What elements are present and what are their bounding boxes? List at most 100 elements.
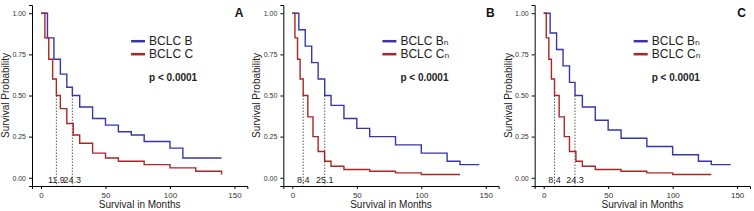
legend-swatch [382,40,396,43]
x-axis-title: Survival in Months [601,199,683,210]
x-tick-label: 0 [291,191,296,200]
y-tick: 1.00 [264,10,284,17]
curves [41,13,222,186]
y-tick: 0.75 [12,51,32,58]
y-tick: 0.25 [264,133,284,140]
x-tick: 150 [480,186,494,200]
panel-label: C [737,6,746,20]
y-tick: 0.50 [515,92,535,99]
x-tick-label: 0 [39,191,44,200]
x-axis-title: Survival in Months [350,199,432,210]
y-tick-mark [29,137,32,138]
legend-label: BCLC C [149,47,193,61]
y-tick: 1.00 [12,10,32,17]
median-line [554,96,555,187]
survival-curve [292,13,460,174]
y-axis-line [280,6,284,187]
panel: 0501001500.000.250.500.751.0024.311.9BCL… [0,6,248,211]
y-tick-mark [280,96,283,97]
survival-curve [41,13,222,174]
x-tick-mark [170,186,171,189]
y-tick-mark [532,137,535,138]
x-tick: 50 [102,186,111,200]
x-tick-mark [41,186,42,189]
p-value: p < 0.0001 [149,72,198,83]
median-line [575,96,576,187]
y-tick: 0.00 [515,175,535,182]
y-tick-mark [29,54,32,55]
legend-swatch [382,53,396,56]
y-tick: 0.50 [264,92,284,99]
x-tick-label: 150 [480,191,494,200]
panel-label: B [486,6,495,20]
x-tick: 150 [228,186,242,200]
plot-area: 0501001500.000.250.500.751.0024.311.9BCL… [12,6,247,200]
x-tick: 0 [542,186,547,200]
curves [292,13,479,186]
x-tick: 50 [353,186,362,200]
x-tick: 0 [291,186,296,200]
y-tick-mark [280,178,283,179]
y-tick: 0.00 [264,175,284,182]
median-label: 11.9 [48,175,65,185]
y-tick-label: 0.25 [12,133,26,140]
y-tick-label: 0.75 [264,51,278,58]
median-label: 24.3 [64,175,82,185]
curves [544,13,731,186]
panel: 0501001500.000.250.500.751.0024.38.4BCLC… [503,6,751,211]
x-tick: 100 [415,186,429,200]
x-axis: 0 50 100 150 [33,186,248,200]
survival-curve [41,13,222,158]
x-tick-mark [608,186,609,189]
y-tick-label: 1.00 [264,10,278,17]
legend-swatch [131,40,145,43]
y-tick-label: 0.75 [515,51,529,58]
y-tick: 0.00 [12,175,32,182]
y-axis-line [532,6,536,187]
panel-label: A [235,6,244,20]
y-tick-mark [532,178,535,179]
median-line [324,96,325,187]
y-axis-title: Survival Probability [251,53,262,138]
y-axis: 0.00 0.25 0.50 0.75 1.00 [515,6,535,187]
x-tick-mark [737,186,738,189]
legend-label: BCLC Cₙ [652,47,701,61]
y-tick-mark [532,13,535,14]
y-axis: 0.00 0.25 0.50 0.75 1.00 [264,6,284,187]
median-line [72,96,73,187]
x-tick: 150 [731,186,745,200]
y-axis-title: Survival Probability [0,53,11,138]
y-tick-label: 0.75 [12,51,26,58]
legend-label: BCLC Cₙ [400,47,449,61]
plot-area: 0501001500.000.250.500.751.0024.38.4BCLC… [515,6,750,200]
y-tick: 1.00 [515,10,535,17]
x-axis: 0 50 100 150 [284,186,499,200]
legend-swatch [634,40,648,43]
x-tick-label: 0 [542,191,547,200]
x-tick-mark [421,186,422,189]
median-label: 25.1 [316,175,334,185]
x-axis-line [535,187,750,190]
y-tick-label: 1.00 [12,10,26,17]
y-tick-mark [280,54,283,55]
x-tick-mark [544,186,545,189]
x-tick-label: 150 [228,191,242,200]
legend-label: BCLC Bₙ [400,34,448,48]
y-tick: 0.25 [12,133,32,140]
y-tick-mark [29,13,32,14]
x-tick-mark [234,186,235,189]
x-tick-mark [357,186,358,189]
x-axis-line [284,187,499,190]
y-tick-label: 0.50 [515,92,529,99]
legend-swatch [131,53,145,56]
y-tick-label: 0.25 [515,133,529,140]
x-axis-line [33,187,248,190]
y-tick: 0.75 [264,51,284,58]
y-tick-mark [280,13,283,14]
x-tick: 100 [164,186,178,200]
y-tick-label: 0.00 [12,175,26,182]
x-tick-mark [292,186,293,189]
y-tick: 0.25 [515,133,535,140]
y-axis-title: Survival Probability [503,53,514,138]
y-tick-mark [280,137,283,138]
